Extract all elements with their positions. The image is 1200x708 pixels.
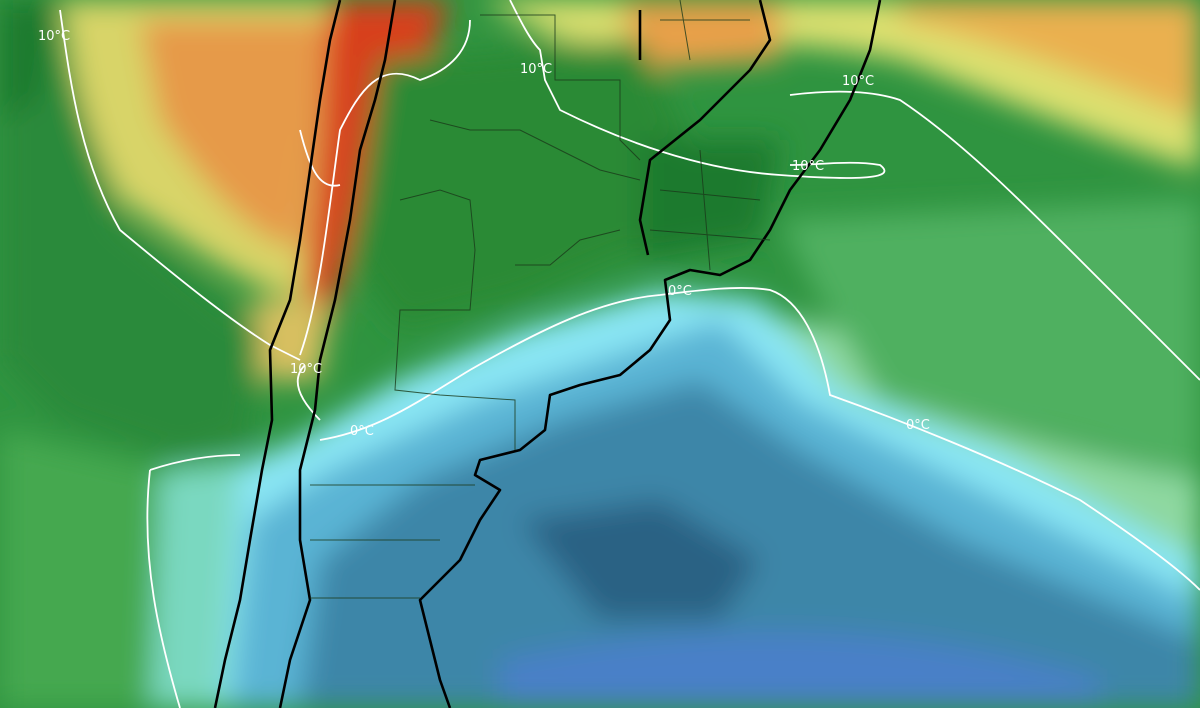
political-borders: [310, 0, 771, 599]
isotherm-label: 10°C: [290, 362, 322, 377]
isotherm-lines: [59, 0, 1200, 708]
isotherm-label: 0°C: [350, 424, 374, 439]
isotherm-label: 10°C: [842, 74, 874, 89]
isotherm-labels: 10°C 10°C 10°C 10°C 10°C 0°C 0°C 0°C: [38, 29, 930, 439]
coastlines: [213, 0, 882, 708]
isotherm-label: 10°C: [520, 62, 552, 77]
isotherm-label: 0°C: [906, 418, 930, 433]
isotherm-label: 10°C: [792, 159, 824, 174]
isotherm-label: 0°C: [668, 284, 692, 299]
isotherm-label: 10°C: [38, 29, 70, 44]
